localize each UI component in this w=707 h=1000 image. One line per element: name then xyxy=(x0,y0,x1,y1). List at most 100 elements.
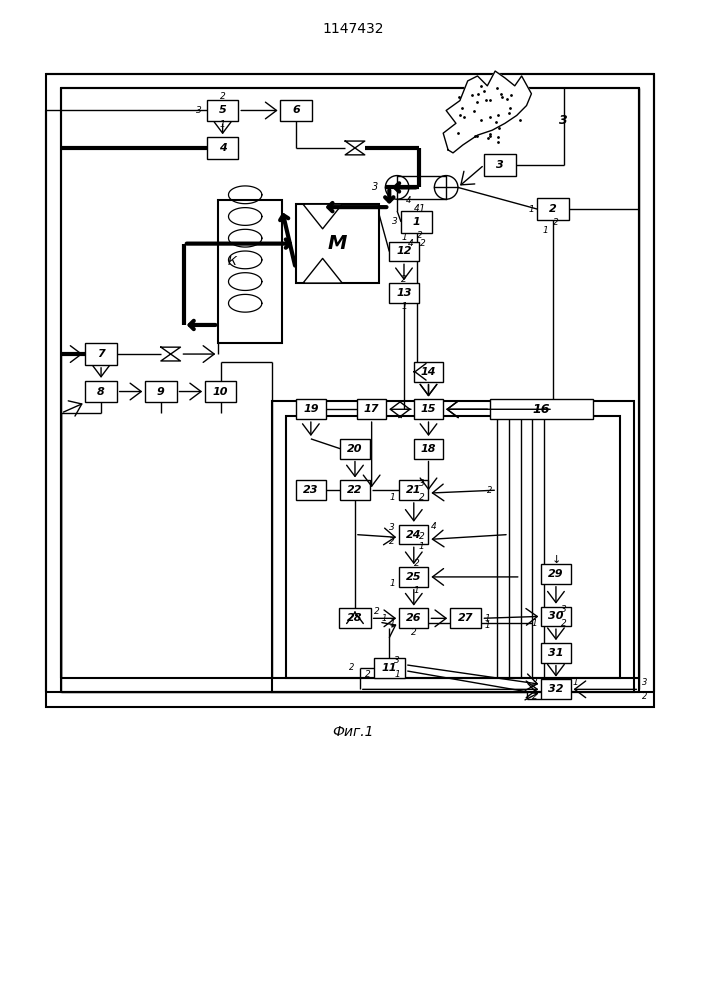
Text: 13: 13 xyxy=(396,288,411,298)
Text: 31: 31 xyxy=(548,648,563,658)
Text: 22: 22 xyxy=(347,485,363,495)
Text: 1: 1 xyxy=(401,233,407,242)
Bar xyxy=(414,439,443,459)
Text: 14: 14 xyxy=(421,367,436,377)
Bar xyxy=(390,283,419,303)
Text: 2: 2 xyxy=(365,670,370,679)
Text: 25: 25 xyxy=(406,572,421,582)
Bar xyxy=(145,381,177,402)
Text: 5: 5 xyxy=(218,105,226,115)
Text: 1: 1 xyxy=(220,120,226,129)
Text: 30: 30 xyxy=(548,611,563,621)
Text: 12: 12 xyxy=(396,246,411,256)
Bar xyxy=(401,211,433,233)
Bar xyxy=(399,480,428,500)
Text: 2: 2 xyxy=(390,537,395,546)
Text: 3: 3 xyxy=(392,217,398,226)
Text: 1: 1 xyxy=(484,614,490,623)
Text: 4: 4 xyxy=(408,239,414,248)
Text: 3: 3 xyxy=(496,160,504,170)
Bar xyxy=(218,200,282,343)
Text: 3: 3 xyxy=(395,656,400,665)
Text: ↓: ↓ xyxy=(551,555,561,565)
Text: 19: 19 xyxy=(303,404,319,414)
Bar xyxy=(450,608,481,628)
Bar xyxy=(296,399,325,419)
Text: 2: 2 xyxy=(561,619,567,628)
Text: 2: 2 xyxy=(419,493,424,502)
Text: 3: 3 xyxy=(419,479,424,488)
Bar xyxy=(490,399,592,419)
Text: 7: 7 xyxy=(97,349,105,359)
Bar xyxy=(399,567,428,587)
Text: 1: 1 xyxy=(532,619,537,628)
Bar xyxy=(205,381,236,402)
Text: 4: 4 xyxy=(414,204,420,213)
Text: 23: 23 xyxy=(303,485,319,495)
Bar xyxy=(542,606,571,626)
Text: М: М xyxy=(327,234,347,253)
Bar xyxy=(296,204,379,283)
Bar xyxy=(339,608,370,628)
Text: 17: 17 xyxy=(364,404,380,414)
Bar xyxy=(61,88,639,692)
Text: 20: 20 xyxy=(347,444,363,454)
Bar xyxy=(542,679,571,699)
Text: 1: 1 xyxy=(395,670,400,679)
Text: 2: 2 xyxy=(414,559,420,568)
Text: 11: 11 xyxy=(382,663,397,673)
Text: 32: 32 xyxy=(548,684,563,694)
Text: 4: 4 xyxy=(218,143,226,153)
Bar xyxy=(271,401,634,692)
Text: 4: 4 xyxy=(407,196,411,205)
Bar xyxy=(340,439,370,459)
Text: 1: 1 xyxy=(419,542,424,551)
Text: 2: 2 xyxy=(419,532,424,541)
Text: 21: 21 xyxy=(406,485,421,495)
Text: 2: 2 xyxy=(549,204,557,214)
Bar xyxy=(281,100,312,121)
Text: 1: 1 xyxy=(419,204,425,214)
Bar xyxy=(207,100,238,121)
Text: 1: 1 xyxy=(390,579,395,588)
Polygon shape xyxy=(303,204,342,229)
Text: 2: 2 xyxy=(553,218,559,227)
Text: 3: 3 xyxy=(561,605,567,614)
Bar xyxy=(86,381,117,402)
Text: 3: 3 xyxy=(373,182,379,192)
Bar xyxy=(399,608,428,628)
Text: 2: 2 xyxy=(411,628,416,637)
Bar xyxy=(414,362,443,382)
Text: 2: 2 xyxy=(417,231,423,240)
Text: 1: 1 xyxy=(401,302,407,311)
Text: 18: 18 xyxy=(421,444,436,454)
Bar xyxy=(286,416,619,678)
Bar xyxy=(542,643,571,663)
Text: 15: 15 xyxy=(421,404,436,414)
Text: 1: 1 xyxy=(529,205,534,214)
Text: 2: 2 xyxy=(641,692,647,701)
Bar xyxy=(340,480,370,500)
Bar xyxy=(207,137,238,159)
Bar xyxy=(399,525,428,544)
Text: 3: 3 xyxy=(559,114,568,127)
Text: 1147432: 1147432 xyxy=(322,22,384,36)
Bar xyxy=(357,399,386,419)
Polygon shape xyxy=(443,71,532,153)
Bar xyxy=(46,74,654,707)
Bar xyxy=(537,198,568,220)
Bar xyxy=(542,564,571,584)
Text: 1: 1 xyxy=(390,619,395,628)
Text: 3: 3 xyxy=(641,678,647,687)
Text: 2: 2 xyxy=(349,663,355,672)
Text: 8: 8 xyxy=(97,387,105,397)
Bar xyxy=(296,480,325,500)
Bar xyxy=(86,343,117,365)
Text: Фиг.1: Фиг.1 xyxy=(332,725,374,739)
Bar xyxy=(390,242,419,261)
Bar xyxy=(414,399,443,419)
Text: 6: 6 xyxy=(292,105,300,115)
Text: 1: 1 xyxy=(414,586,420,595)
Text: 29: 29 xyxy=(548,569,563,579)
Text: 1: 1 xyxy=(484,621,490,630)
